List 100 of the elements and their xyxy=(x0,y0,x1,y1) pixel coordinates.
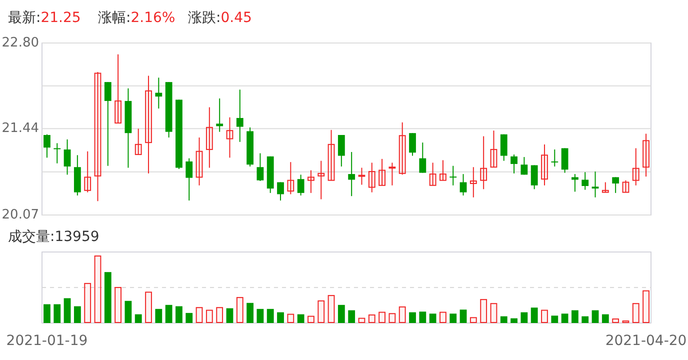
candlestick xyxy=(642,133,650,178)
candlestick xyxy=(226,116,234,158)
candlestick xyxy=(64,138,71,176)
bar xyxy=(490,303,498,323)
bar xyxy=(642,290,650,323)
bar xyxy=(510,318,518,323)
candlestick xyxy=(520,156,528,176)
bar xyxy=(74,306,81,323)
candlestick xyxy=(84,150,92,193)
candlestick xyxy=(145,75,152,174)
bar xyxy=(572,310,578,323)
candlestick xyxy=(592,171,599,198)
text: 涨幅:2.16% xyxy=(98,10,176,26)
bar xyxy=(551,316,558,323)
bar xyxy=(206,310,213,323)
candlestick xyxy=(470,166,477,198)
bar xyxy=(277,312,284,323)
bar xyxy=(64,298,71,323)
bar xyxy=(94,256,102,323)
bar xyxy=(378,312,386,323)
candlestick xyxy=(500,134,508,162)
candlestick xyxy=(297,174,304,196)
candlestick xyxy=(318,160,325,200)
candlestick xyxy=(206,106,213,168)
bar xyxy=(297,314,304,323)
candlestick xyxy=(429,162,436,186)
candlestick xyxy=(612,176,620,194)
candlestick xyxy=(308,170,314,194)
bar xyxy=(236,297,244,323)
candlestick xyxy=(216,98,224,132)
bar xyxy=(480,299,488,323)
candlestick xyxy=(490,130,498,168)
candlestick xyxy=(460,174,467,196)
bar xyxy=(460,310,467,323)
candlestick xyxy=(541,144,548,186)
bar xyxy=(176,306,182,323)
x-tick-label: 2021-04-20 xyxy=(605,333,687,349)
candlestick xyxy=(551,148,558,167)
y-tick-label: 20.07 xyxy=(2,208,39,222)
bar xyxy=(358,318,366,323)
bar xyxy=(592,310,599,323)
bar xyxy=(500,316,508,323)
candlestick xyxy=(134,128,142,156)
candlestick xyxy=(368,162,376,193)
candlestick xyxy=(388,162,396,186)
bar xyxy=(602,314,609,323)
bar xyxy=(155,308,162,323)
bar xyxy=(226,308,234,323)
y-tick-label: 21.44 xyxy=(2,121,39,136)
chart-title: 成交量:13959 xyxy=(8,229,100,245)
candlestick xyxy=(44,134,50,158)
bar xyxy=(530,308,538,323)
bar xyxy=(246,302,254,323)
candlestick xyxy=(582,172,589,190)
bar xyxy=(44,304,50,323)
candlestick xyxy=(277,182,284,202)
bar xyxy=(470,317,477,323)
candlestick xyxy=(450,165,457,186)
candlestick xyxy=(186,158,193,202)
bar xyxy=(216,307,224,323)
bar xyxy=(450,314,457,323)
candlestick xyxy=(419,142,426,174)
bar xyxy=(541,310,548,323)
candlestick xyxy=(104,82,112,166)
bar xyxy=(632,303,640,323)
candlestick xyxy=(622,180,630,193)
bar xyxy=(145,292,152,323)
bar xyxy=(348,310,356,323)
bar xyxy=(388,313,396,323)
bar xyxy=(104,272,112,323)
bar xyxy=(134,314,142,323)
bar xyxy=(440,312,446,323)
candlestick xyxy=(114,54,122,124)
candlestick xyxy=(358,167,366,186)
candlestick xyxy=(236,89,244,142)
candlestick xyxy=(409,132,416,156)
bar xyxy=(419,312,426,323)
bar xyxy=(84,282,92,323)
bar xyxy=(429,314,436,323)
bar xyxy=(409,312,416,323)
bar xyxy=(328,295,335,323)
bar xyxy=(114,286,122,323)
bar xyxy=(256,308,264,323)
bar xyxy=(561,314,568,323)
bar xyxy=(368,314,376,323)
candlestick xyxy=(54,142,61,164)
candlestick xyxy=(378,158,386,186)
candlestick xyxy=(348,151,356,197)
bar xyxy=(612,318,620,323)
candlestick xyxy=(510,154,518,174)
x-tick-label: 2021-01-19 xyxy=(6,333,88,349)
candlestick xyxy=(602,182,609,193)
candlestick xyxy=(440,160,446,181)
bar xyxy=(582,316,589,323)
candlestick xyxy=(155,77,162,110)
candlestick xyxy=(530,164,538,190)
candlestick xyxy=(572,174,578,192)
candlestick xyxy=(328,129,335,181)
candlestick xyxy=(94,71,102,202)
bar xyxy=(318,300,325,323)
